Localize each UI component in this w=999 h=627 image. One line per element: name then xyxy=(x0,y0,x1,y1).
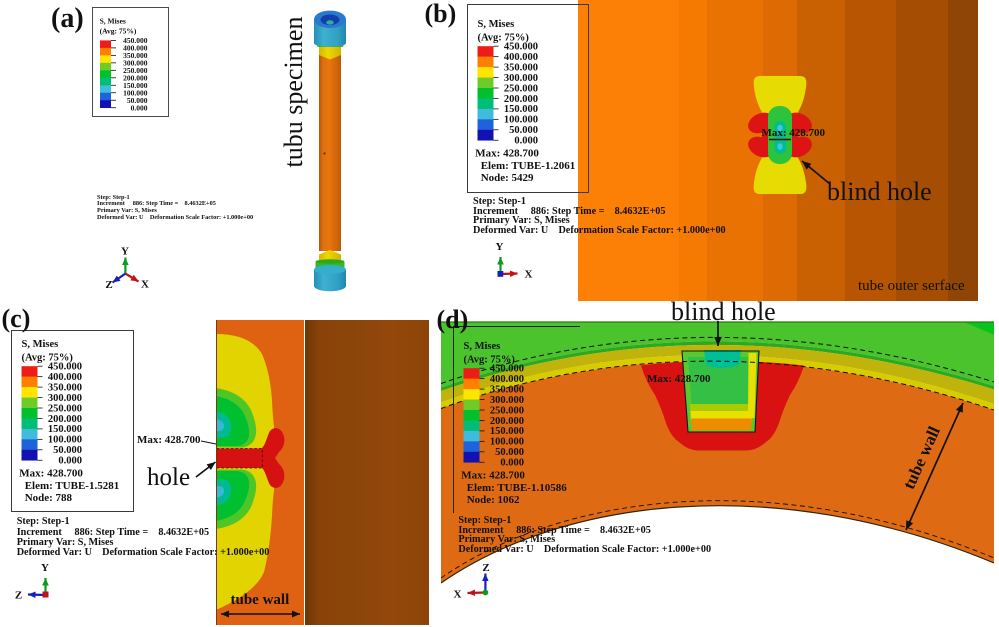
svg-text:Elem: TUBE-1.10586: Elem: TUBE-1.10586 xyxy=(466,482,567,494)
svg-text:200.000: 200.000 xyxy=(489,416,523,427)
svg-text:0.000: 0.000 xyxy=(500,458,524,469)
svg-text:250.000: 250.000 xyxy=(48,403,82,414)
svg-text:100.000: 100.000 xyxy=(48,435,82,446)
svg-text:400.000: 400.000 xyxy=(48,372,82,383)
svg-text:150.000: 150.000 xyxy=(489,426,523,437)
svg-text:50.000: 50.000 xyxy=(495,447,524,458)
svg-text:100.000: 100.000 xyxy=(504,115,538,126)
svg-text:(Avg: 75%): (Avg: 75%) xyxy=(99,26,136,35)
svg-text:Z: Z xyxy=(15,590,22,602)
svg-text:150.000: 150.000 xyxy=(504,104,538,115)
svg-text:350.000: 350.000 xyxy=(489,384,523,395)
svg-text:200.000: 200.000 xyxy=(123,73,148,82)
svg-text:(Avg: 75%): (Avg: 75%) xyxy=(21,352,73,363)
svg-text:200.000: 200.000 xyxy=(48,414,82,425)
svg-text:50.000: 50.000 xyxy=(53,445,82,456)
svg-text:X: X xyxy=(454,589,462,601)
svg-text:0.000: 0.000 xyxy=(514,136,538,147)
svg-text:100.000: 100.000 xyxy=(489,437,523,448)
svg-text:150.000: 150.000 xyxy=(123,81,148,90)
svg-text:S, Mises: S, Mises xyxy=(463,341,500,352)
svg-text:X: X xyxy=(525,269,533,281)
svg-text:X: X xyxy=(141,279,149,291)
svg-text:450.000: 450.000 xyxy=(504,42,538,53)
svg-text:S, Mises: S, Mises xyxy=(478,19,515,30)
svg-text:300.000: 300.000 xyxy=(123,58,148,67)
svg-text:S, Mises: S, Mises xyxy=(99,17,125,26)
svg-text:200.000: 200.000 xyxy=(504,94,538,105)
svg-text:300.000: 300.000 xyxy=(489,395,523,406)
svg-text:Node: 5429: Node: 5429 xyxy=(481,172,534,184)
svg-text:Node: 1062: Node: 1062 xyxy=(466,494,519,506)
svg-text:150.000: 150.000 xyxy=(48,424,82,435)
svg-text:350.000: 350.000 xyxy=(48,382,82,393)
svg-text:Max: 428.700: Max: 428.700 xyxy=(461,469,525,481)
svg-text:450.000: 450.000 xyxy=(48,361,82,372)
svg-text:S, Mises: S, Mises xyxy=(21,339,58,350)
svg-text:Y: Y xyxy=(121,246,129,258)
svg-text:300.000: 300.000 xyxy=(504,73,538,84)
svg-text:Z: Z xyxy=(482,562,489,574)
svg-text:50.000: 50.000 xyxy=(126,96,147,105)
svg-text:50.000: 50.000 xyxy=(509,125,538,136)
svg-text:0.000: 0.000 xyxy=(130,103,147,112)
svg-text:300.000: 300.000 xyxy=(48,393,82,404)
svg-text:250.000: 250.000 xyxy=(123,66,148,75)
svg-text:Z: Z xyxy=(105,279,112,291)
svg-text:Elem: TUBE-1.2061: Elem: TUBE-1.2061 xyxy=(481,160,576,172)
svg-text:(Avg: 75%): (Avg: 75%) xyxy=(463,355,515,366)
svg-text:450.000: 450.000 xyxy=(123,36,148,45)
svg-text:400.000: 400.000 xyxy=(123,43,148,52)
svg-text:400.000: 400.000 xyxy=(504,52,538,63)
svg-text:(Avg: 75%): (Avg: 75%) xyxy=(478,33,530,44)
svg-text:0.000: 0.000 xyxy=(58,455,82,466)
svg-text:Elem: TUBE-1.5281: Elem: TUBE-1.5281 xyxy=(24,480,119,492)
svg-text:250.000: 250.000 xyxy=(504,83,538,94)
svg-text:100.000: 100.000 xyxy=(123,88,148,97)
svg-text:350.000: 350.000 xyxy=(504,62,538,73)
svg-text:450.000: 450.000 xyxy=(489,364,523,375)
svg-text:Max: 428.700: Max: 428.700 xyxy=(475,147,539,159)
svg-text:Max: 428.700: Max: 428.700 xyxy=(19,467,83,479)
svg-text:350.000: 350.000 xyxy=(123,51,148,60)
svg-text:400.000: 400.000 xyxy=(489,374,523,385)
svg-text:250.000: 250.000 xyxy=(489,405,523,416)
svg-text:Y: Y xyxy=(496,241,504,253)
svg-text:Node: 788: Node: 788 xyxy=(24,492,72,504)
svg-text:Y: Y xyxy=(41,562,49,574)
